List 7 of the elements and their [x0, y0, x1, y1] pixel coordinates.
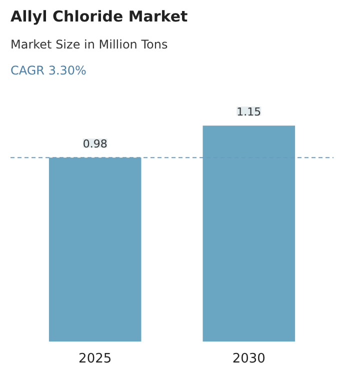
x-tick-label: 2030 [232, 352, 266, 365]
chart-title: Allyl Chloride Market [10, 8, 188, 26]
text: CAGR 3.30% [10, 64, 86, 78]
data-label: 0.98 [82, 138, 108, 151]
chart-subtitle: Market Size in Million Tons [10, 38, 168, 52]
x-tick-label: 2025 [78, 352, 112, 365]
data-label: 1.15 [236, 106, 262, 119]
